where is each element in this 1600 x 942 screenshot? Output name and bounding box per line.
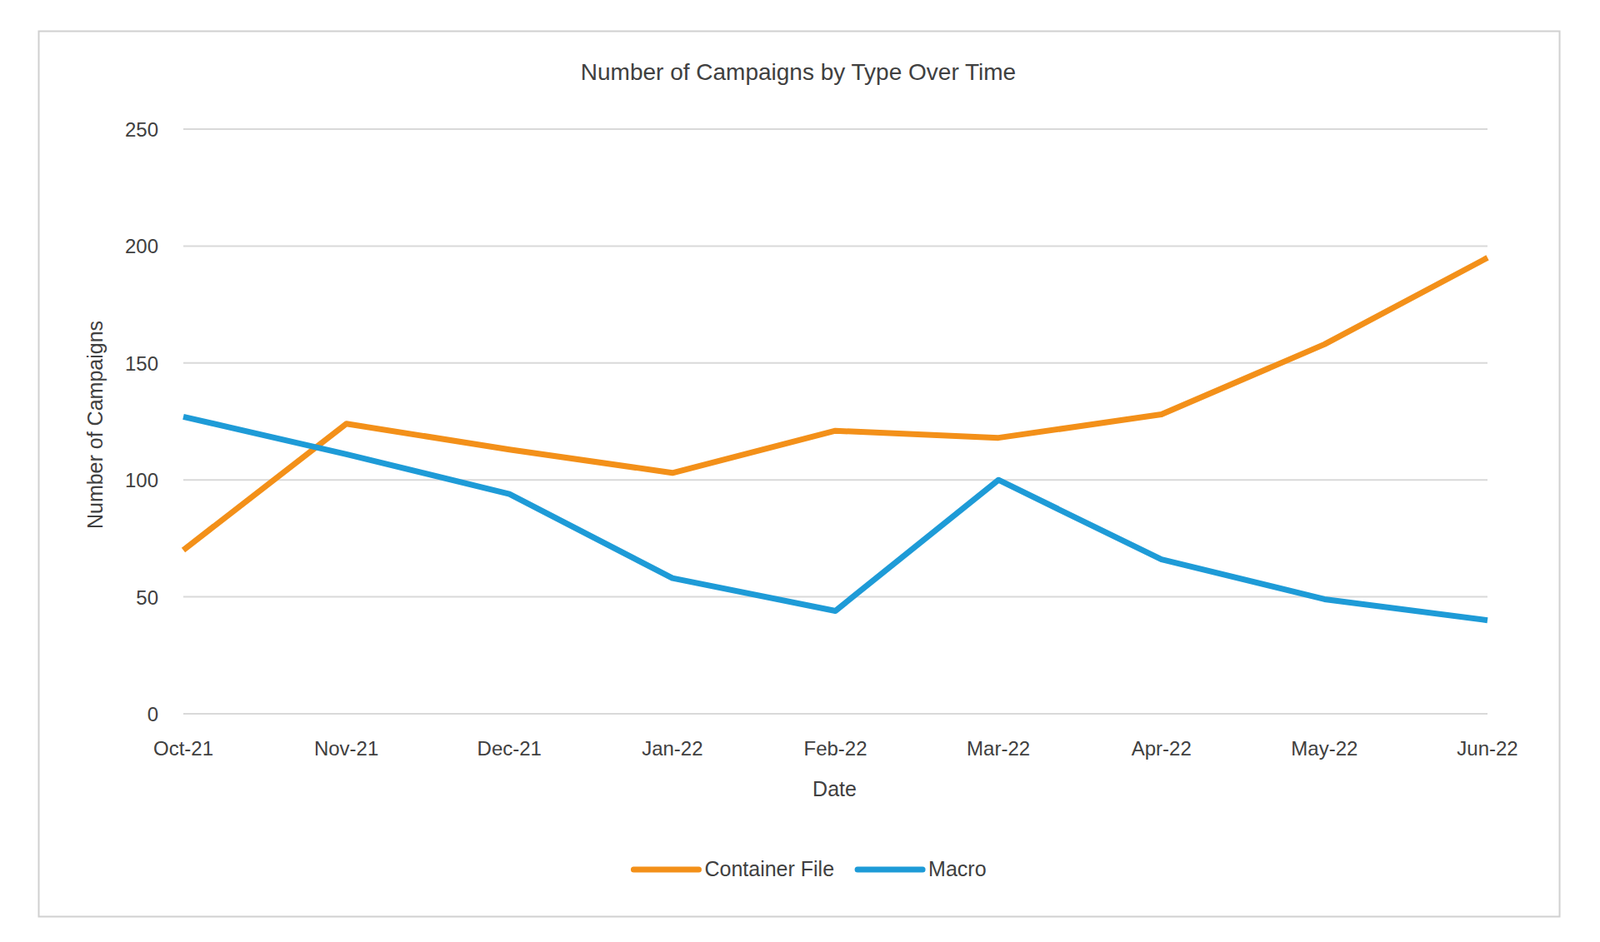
background xyxy=(0,0,1600,942)
legend-label: Macro xyxy=(928,857,986,881)
y-tick-label: 250 xyxy=(125,118,159,141)
x-tick-label: Oct-21 xyxy=(153,737,214,760)
grid-line xyxy=(183,128,1488,130)
x-tick-label: May-22 xyxy=(1290,737,1358,760)
y-tick-label: 0 xyxy=(147,703,159,726)
x-tick-label: Jan-22 xyxy=(641,737,703,760)
x-tick-label: Dec-21 xyxy=(477,737,542,760)
chart-title: Number of Campaigns by Type Over Time xyxy=(580,59,1016,85)
y-tick-label: 100 xyxy=(125,469,159,492)
legend-swatch xyxy=(857,867,923,874)
x-tick-label: Jun-22 xyxy=(1456,737,1518,760)
grid-line xyxy=(183,362,1488,365)
y-axis-title: Number of Campaigns xyxy=(83,320,107,530)
x-axis-title: Date xyxy=(812,777,857,801)
grid-line xyxy=(183,713,1488,715)
x-tick-label: Apr-22 xyxy=(1131,737,1192,760)
grid xyxy=(183,129,1488,715)
legend-label: Container File xyxy=(704,857,835,881)
series-group xyxy=(183,257,1488,620)
legend-swatch xyxy=(633,867,699,874)
x-tick-label: Mar-22 xyxy=(966,737,1030,760)
y-tick-label: 200 xyxy=(125,235,159,258)
chart-svg: Number of Campaigns by Type Over Time 0 50… xyxy=(0,0,1600,942)
grid-line xyxy=(183,245,1488,247)
grid-line xyxy=(183,596,1488,599)
chart-container: Number of Campaigns by Type Over Time 0 50… xyxy=(0,0,1600,942)
series-line xyxy=(183,416,1488,620)
y-tick-label: 50 xyxy=(135,586,159,610)
chart-border xyxy=(39,31,1560,918)
y-tick-label: 150 xyxy=(125,352,159,375)
grid-line xyxy=(183,479,1488,481)
x-tick-label: Feb-22 xyxy=(803,737,867,760)
series-line xyxy=(183,257,1488,550)
x-tick-label: Nov-21 xyxy=(314,737,379,760)
legend: Container File Macro xyxy=(633,857,986,881)
